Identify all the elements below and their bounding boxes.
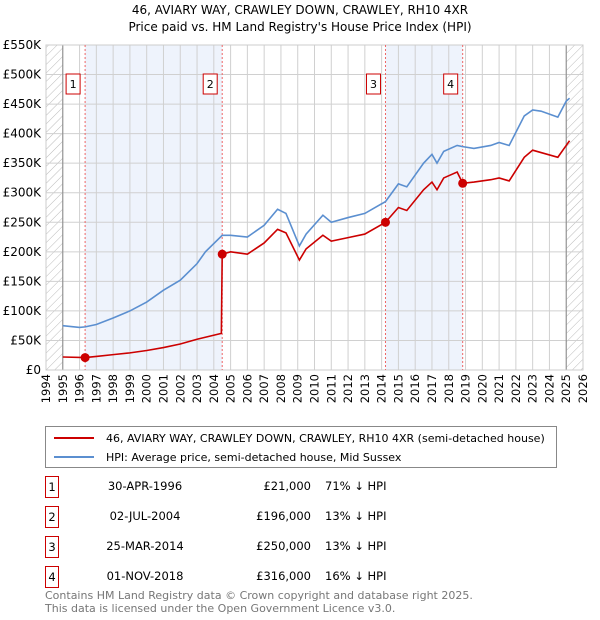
- legend-item-property: 46, AVIARY WAY, CRAWLEY DOWN, CRAWLEY, R…: [54, 429, 545, 447]
- x-tick-label: 2015: [391, 374, 405, 403]
- price-chart: 1994 1995 1996 1997 1998 1999 2000 2001 2002 2003…: [3, 38, 590, 403]
- x-tick-label: 2016: [408, 374, 422, 403]
- x-tick-label: 1997: [89, 374, 103, 403]
- legend-label: HPI: Average price, semi-detached house,…: [106, 450, 402, 464]
- x-tick-label: 1996: [73, 374, 87, 403]
- x-tick-label: 2026: [576, 374, 590, 403]
- y-tick-label: £50K: [10, 333, 42, 347]
- legend-label: 46, AVIARY WAY, CRAWLEY DOWN, CRAWLEY, R…: [106, 431, 545, 445]
- shaded-period: [85, 45, 223, 370]
- x-tick-label: 2008: [274, 374, 288, 403]
- x-tick-label: 1995: [56, 374, 70, 403]
- footer-licence: This data is licensed under the Open Gov…: [45, 602, 396, 615]
- x-tick-label: 2006: [240, 374, 254, 403]
- marker-label: 4: [447, 78, 454, 91]
- y-tick-label: £150K: [3, 274, 43, 288]
- y-tick-label: £300K: [3, 186, 43, 200]
- y-tick-label: £500K: [3, 68, 43, 82]
- transaction-date: 25-MAR-2014: [106, 539, 184, 553]
- x-tick-label: 2003: [190, 374, 204, 403]
- plot-frame: [45, 44, 584, 371]
- chart-subtitle: Price paid vs. HM Land Registry's House …: [128, 20, 472, 34]
- sale-point: [380, 217, 390, 227]
- y-tick-label: £0: [26, 363, 41, 377]
- transaction-hpi: 16% ↓ HPI: [325, 569, 387, 583]
- hatched-region: [566, 45, 583, 370]
- x-tick-label: 2023: [526, 374, 540, 403]
- transaction-date: 02-JUL-2004: [109, 509, 181, 523]
- transaction-number: 3: [45, 536, 59, 558]
- x-tick-label: 2001: [156, 374, 170, 403]
- x-tick-label: 2017: [425, 374, 439, 403]
- x-tick-label: 2018: [442, 374, 456, 403]
- property-price-line: [62, 140, 571, 359]
- transaction-number: 4: [45, 566, 59, 588]
- marker-label: 3: [370, 78, 377, 91]
- sale-point: [80, 353, 90, 363]
- hpi-line: [62, 97, 571, 329]
- transaction-price: £196,000: [256, 509, 311, 523]
- x-tick-label: 2000: [140, 374, 154, 403]
- x-tick-label: 2022: [509, 374, 523, 403]
- y-tick-label: £450K: [3, 97, 43, 111]
- transaction-price: £316,000: [256, 569, 311, 583]
- hatched-region: [46, 45, 63, 370]
- transaction-hpi: 13% ↓ HPI: [325, 509, 387, 523]
- transaction-price: £21,000: [263, 479, 311, 493]
- y-tick-label: £100K: [3, 304, 43, 318]
- marker-box: [443, 73, 459, 95]
- marker-box: [202, 73, 218, 95]
- x-tick-label: 2013: [358, 374, 372, 403]
- x-tick-label: 1994: [39, 374, 53, 403]
- x-tick-label: 2021: [492, 374, 506, 403]
- legend-item-hpi: HPI: Average price, semi-detached house,…: [54, 448, 401, 466]
- y-tick-label: £550K: [3, 38, 43, 52]
- x-tick-label: 2004: [207, 374, 221, 403]
- x-tick-label: 2002: [173, 374, 187, 403]
- marker-box: [365, 73, 381, 95]
- transaction-price: £250,000: [256, 539, 311, 553]
- marker-label: 1: [70, 78, 77, 91]
- x-tick-label: 2019: [459, 374, 473, 403]
- transaction-hpi: 71% ↓ HPI: [325, 479, 387, 493]
- chart-title: 46, AVIARY WAY, CRAWLEY DOWN, CRAWLEY, R…: [131, 3, 469, 17]
- x-tick-label: 2011: [324, 374, 338, 403]
- transaction-number: 2: [45, 506, 59, 528]
- x-tick-label: 2020: [475, 374, 489, 403]
- x-tick-label: 2005: [224, 374, 238, 403]
- x-tick-label: 1998: [106, 374, 120, 403]
- x-tick-label: 2024: [542, 374, 556, 403]
- y-tick-label: £350K: [3, 156, 43, 170]
- marker-label: 2: [207, 78, 214, 91]
- y-tick-label: £200K: [3, 245, 43, 259]
- transaction-number: 1: [45, 476, 59, 498]
- transaction-date: 01-NOV-2018: [106, 569, 184, 583]
- transaction-date: 30-APR-1996: [107, 479, 183, 493]
- x-tick-label: 1999: [123, 374, 137, 403]
- x-tick-label: 2007: [257, 374, 271, 403]
- legend: 46, AVIARY WAY, CRAWLEY DOWN, CRAWLEY, R…: [45, 426, 557, 468]
- x-tick-label: 2025: [559, 374, 573, 403]
- marker-box: [65, 73, 81, 95]
- y-tick-label: £400K: [3, 127, 43, 141]
- x-tick-label: 2009: [291, 374, 305, 403]
- sale-point: [458, 178, 468, 188]
- legend-swatch-property: [54, 437, 94, 439]
- footer-copyright: Contains HM Land Registry data © Crown c…: [45, 589, 473, 602]
- x-tick-label: 2014: [375, 374, 389, 403]
- transaction-hpi: 13% ↓ HPI: [325, 539, 387, 553]
- x-tick-label: 2012: [341, 374, 355, 403]
- y-tick-label: £250K: [3, 215, 43, 229]
- x-tick-label: 2010: [308, 374, 322, 403]
- sale-point: [217, 249, 227, 259]
- legend-swatch-hpi: [54, 456, 94, 458]
